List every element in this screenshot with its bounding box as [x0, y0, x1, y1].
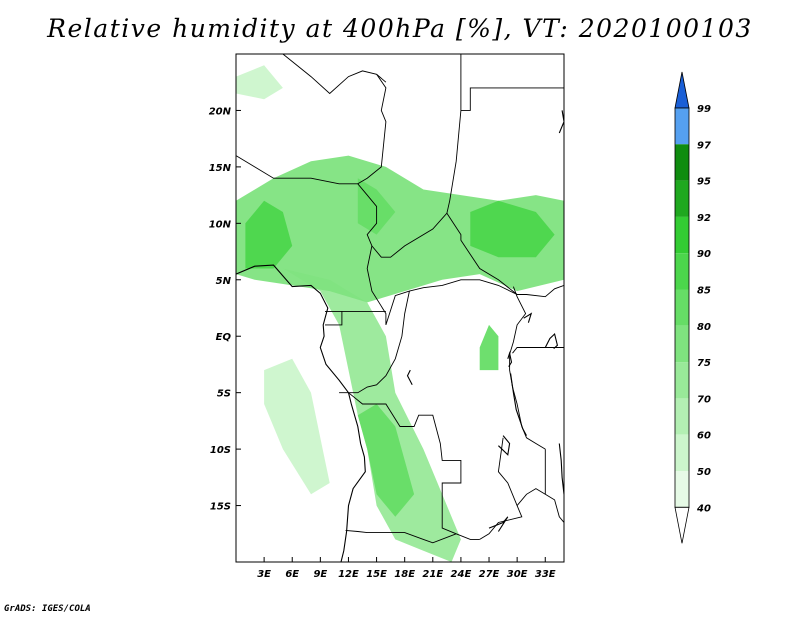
colorbar-label: 90 — [697, 249, 711, 260]
coast-line — [544, 332, 559, 350]
y-axis: 20N 15N 10N 5N EQ 5S 10S 15S — [209, 106, 241, 513]
colorbar-segment — [675, 325, 689, 363]
coastlines — [236, 110, 564, 562]
coast-line — [488, 516, 509, 532]
humidity-region-north-patch — [236, 65, 283, 100]
y-tick-label: 10S — [210, 445, 231, 456]
colorbar-segment — [675, 398, 689, 435]
x-tick-label: 3E — [257, 569, 271, 580]
colorbar-label: 85 — [697, 286, 711, 297]
y-tick-label: 15S — [210, 502, 231, 513]
y-tick-label: 5N — [216, 276, 232, 287]
border-line — [254, 54, 387, 95]
colorbar-segment — [675, 108, 689, 145]
colorbar-top-arrow — [674, 71, 690, 109]
border-line — [345, 529, 457, 544]
x-tick-label: 27E — [479, 569, 500, 580]
coast-line — [558, 443, 564, 495]
colorbar-label: 92 — [697, 213, 711, 224]
border-line — [325, 311, 343, 326]
country-borders — [236, 54, 564, 544]
border-line — [544, 449, 564, 523]
humidity-region-angola-core — [357, 404, 415, 517]
colorbar-segment — [675, 289, 689, 326]
plot-frame — [235, 53, 565, 563]
colorbar-segment — [675, 216, 689, 254]
border-line — [509, 286, 546, 450]
x-axis: 3E 6E 9E 12E 15E 18E 21E 24E 27E 30E 33E — [257, 557, 556, 580]
colorbar-label: 60 — [697, 431, 711, 442]
x-tick-label: 30E — [507, 569, 528, 580]
humidity-region-sudan-core — [470, 200, 555, 258]
plot-area — [236, 54, 564, 562]
x-tick-label: 33E — [535, 569, 556, 580]
x-tick-label: 21E — [422, 569, 443, 580]
grads-credit: GrADS: IGES/COLA — [4, 604, 91, 614]
colorbar-legend: 99 97 95 92 90 85 80 75 70 60 50 40 — [674, 71, 711, 544]
border-line — [460, 87, 564, 111]
humidity-region-cameroon-core — [245, 200, 293, 269]
colorbar-segment — [675, 180, 689, 217]
x-tick-label: 12E — [338, 569, 359, 580]
y-tick-label: 20N — [209, 106, 232, 117]
y-tick-label: EQ — [216, 332, 232, 343]
x-tick-label: 6E — [285, 569, 299, 580]
border-line — [348, 392, 480, 540]
x-tick-label: 24E — [451, 569, 472, 580]
border-line — [479, 437, 523, 540]
x-tick-label: 9E — [313, 569, 327, 580]
coast-line — [510, 373, 527, 436]
y-tick-label: 15N — [209, 163, 232, 174]
humidity-region-atlantic-patch — [264, 358, 330, 495]
colorbar-label: 50 — [697, 467, 711, 478]
y-tick-label: 10N — [209, 219, 232, 230]
colorbar-label: 97 — [697, 140, 711, 151]
coast-line — [236, 264, 366, 562]
colorbar-segment — [675, 253, 689, 290]
coast-line — [406, 369, 413, 386]
colorbar-label: 80 — [697, 322, 711, 333]
colorbar-label: 40 — [696, 503, 711, 514]
colorbar-bottom-arrow — [674, 506, 690, 544]
border-line — [236, 54, 462, 258]
colorbar-segment — [675, 471, 689, 508]
colorbar-segment — [675, 434, 689, 471]
x-tick-label: 15E — [366, 569, 387, 580]
colorbar-label: 75 — [697, 358, 711, 369]
border-line — [516, 488, 546, 506]
x-tick-label: 18E — [394, 569, 415, 580]
colorbar-label: 99 — [697, 104, 711, 115]
border-line — [339, 291, 410, 394]
colorbar-label: 95 — [697, 177, 711, 188]
border-line — [446, 212, 564, 298]
map-title: Relative humidity at 400hPa [%], VT: 202… — [47, 14, 753, 43]
humidity-region-lakes-core — [479, 324, 499, 371]
coast-line — [507, 351, 513, 367]
coast-line — [498, 435, 511, 456]
colorbar-segment — [675, 362, 689, 399]
border-line — [357, 74, 387, 185]
humidity-shading — [236, 65, 564, 562]
colorbar-segment — [675, 144, 689, 181]
colorbar-label: 70 — [697, 394, 711, 405]
humidity-region-sahel-band — [236, 155, 564, 303]
coast-line — [523, 312, 533, 323]
y-tick-label: 5S — [217, 389, 231, 400]
coast-line — [558, 110, 564, 134]
